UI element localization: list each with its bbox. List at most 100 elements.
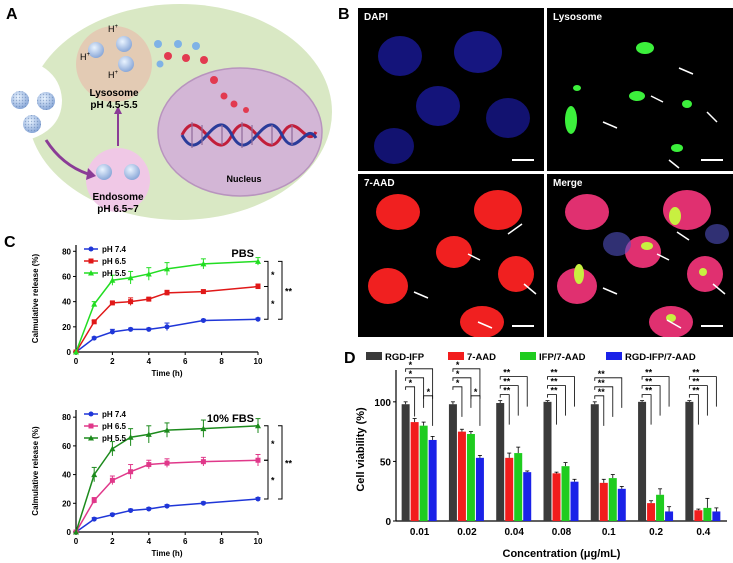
data-point — [91, 471, 98, 478]
bar — [410, 422, 419, 521]
significance-bracket — [641, 376, 670, 407]
significance-bracket — [547, 385, 566, 416]
legend-label: IFP/7-AAD — [539, 352, 586, 363]
significance-bracket — [452, 368, 481, 399]
series-line — [75, 498, 259, 533]
scale-bar — [512, 159, 534, 161]
legend-swatch — [366, 352, 382, 360]
legend-label: pH 7.4 — [102, 245, 127, 254]
data-point — [255, 258, 261, 264]
data-point — [200, 289, 206, 295]
micrograph-lysosome: Lysosome — [547, 8, 733, 171]
panel-label-b: B — [338, 6, 350, 23]
bar — [466, 434, 475, 521]
data-point — [200, 318, 206, 324]
legend-swatch — [520, 352, 536, 360]
significance-mark: ** — [598, 378, 606, 388]
data-point — [164, 427, 170, 433]
significance-bracket — [278, 425, 283, 500]
x-tick-label: 8 — [219, 357, 224, 366]
y-tick-label: 80 — [62, 413, 71, 422]
legend-label: RGD-IFP — [385, 352, 425, 363]
chart-title: PBS — [231, 248, 254, 260]
significance-bracket — [264, 260, 269, 288]
significance-mark: ** — [692, 377, 700, 387]
data-point — [91, 497, 97, 503]
uptake-schematic: H+ H+ H+ Lysosome pH 4.5-5.5 Endosome pH… — [0, 4, 332, 220]
bar — [523, 472, 532, 521]
legend-swatch — [448, 352, 464, 360]
data-point — [146, 506, 152, 512]
significance-mark: * — [271, 476, 275, 486]
endosome-ph-label: pH 6.5~7 — [97, 204, 139, 215]
significance-bracket — [405, 368, 434, 399]
bar — [656, 494, 665, 521]
significance-mark: ** — [551, 368, 559, 378]
significance-bracket — [688, 385, 708, 416]
panel-label-d: D — [344, 350, 356, 367]
nucleus-label: Nucleus — [226, 174, 261, 184]
significance-mark: ** — [503, 368, 511, 378]
significance-mark: ** — [645, 386, 653, 396]
y-tick-label: 20 — [62, 499, 71, 508]
significance-mark: * — [409, 378, 413, 388]
nanoparticle-group-outside — [11, 91, 55, 133]
y-tick-label: 100 — [374, 398, 391, 409]
y-tick-label: 0 — [385, 517, 391, 528]
y-axis-label: Cell viability (%) — [355, 407, 367, 492]
released-drug-particles — [154, 40, 249, 113]
micrograph-label: Merge — [553, 178, 583, 189]
data-point — [91, 319, 97, 325]
significance-mark: ** — [551, 377, 559, 387]
x-axis-label: Time (h) — [152, 549, 183, 558]
data-point — [164, 324, 170, 330]
significance-mark: ** — [645, 377, 653, 387]
cell-membrane-opening — [0, 55, 62, 145]
data-point — [255, 457, 261, 463]
bar — [570, 481, 579, 521]
legend-marker — [88, 411, 94, 417]
y-tick-label: 80 — [62, 247, 71, 256]
x-tick-label: 0.01 — [410, 527, 430, 538]
nanoparticle-group-lysosome — [88, 36, 134, 72]
legend-marker — [88, 258, 94, 264]
significance-mark: ** — [692, 368, 700, 378]
significance-mark: * — [456, 378, 460, 388]
panel-label-c: C — [4, 234, 16, 251]
data-point — [164, 503, 170, 509]
data-point — [164, 265, 170, 272]
data-point — [91, 516, 97, 522]
legend-swatch — [606, 352, 622, 360]
data-point — [128, 469, 134, 475]
nanoparticle-group-endosome — [96, 164, 140, 180]
bar — [419, 425, 428, 521]
proton-label: H+ — [108, 70, 119, 80]
significance-bracket — [594, 395, 605, 426]
x-tick-label: 0.02 — [457, 527, 477, 538]
significance-bracket — [278, 260, 283, 320]
series-line — [75, 425, 259, 533]
micrograph-7aad: 7-AAD — [358, 174, 544, 337]
significance-mark: ** — [503, 377, 511, 387]
significance-mark: * — [409, 360, 413, 370]
micrograph-label: 7-AAD — [364, 178, 395, 189]
significance-bracket — [264, 425, 269, 461]
data-point — [145, 270, 152, 277]
proton-label: H+ — [108, 24, 119, 34]
bar — [617, 488, 626, 521]
x-tick-label: 0 — [74, 537, 79, 546]
data-point — [200, 500, 206, 506]
nucleus — [157, 67, 323, 197]
x-axis-label: Time (h) — [152, 369, 183, 378]
scale-bar — [512, 325, 534, 327]
data-point — [109, 477, 115, 483]
bar — [552, 473, 561, 521]
series-line — [75, 260, 259, 353]
bar — [505, 457, 514, 521]
chart-title: 10% FBS — [207, 413, 254, 425]
micrograph-label: Lysosome — [553, 12, 603, 23]
x-tick-label: 2 — [110, 357, 115, 366]
bar — [638, 401, 647, 521]
data-point — [146, 296, 152, 302]
data-point — [127, 274, 134, 281]
